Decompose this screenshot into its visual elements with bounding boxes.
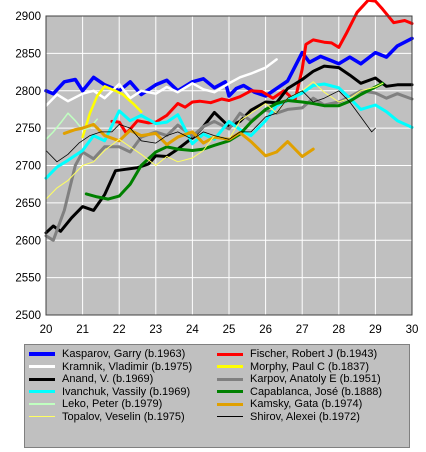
legend-label: Leko, Peter (b.1979): [62, 398, 163, 411]
x-tick-label: 21: [76, 324, 89, 336]
y-tick-label: 2600: [15, 235, 41, 247]
series-line-0: [44, 36, 414, 98]
y-tick-label: 2700: [15, 161, 41, 173]
legend-swatch: [29, 365, 55, 369]
y-tick-label: 2650: [15, 198, 41, 210]
legend-label: Kasparov, Garry (b.1963): [62, 348, 186, 361]
legend-swatch: [29, 390, 55, 394]
x-tick-label: 29: [369, 324, 382, 336]
legend-item: Anand, V. (b.1969): [29, 373, 215, 386]
legend-item: Ivanchuk, Vassily (b.1969): [29, 386, 215, 399]
legend-label: Kamsky, Gata (b.1974): [250, 398, 363, 411]
x-tick-label: 20: [40, 324, 53, 336]
series-line-8: [45, 112, 98, 141]
y-tick-label: 2550: [15, 273, 41, 285]
series-line-11: [45, 90, 376, 163]
y-tick-label: 2850: [15, 48, 41, 60]
y-tick-label: 2750: [15, 123, 41, 135]
legend-item: Kasparov, Garry (b.1963): [29, 348, 215, 361]
legend-item: Kramnik, Vladimir (b.1975): [29, 361, 215, 374]
legend-item: Capablanca, José (b.1888): [217, 386, 403, 399]
series-line-3: [81, 85, 143, 139]
legend-swatch: [217, 390, 243, 394]
x-tick-label: 24: [186, 324, 199, 336]
legend-label: Shirov, Alexei (b.1972): [250, 410, 360, 423]
x-tick-label: 27: [296, 324, 309, 336]
series-lines: [44, 0, 414, 242]
legend-item: Shirov, Alexei (b.1972): [217, 411, 403, 424]
series-line-1: [110, 0, 414, 135]
series-line-2: [44, 58, 278, 107]
legend-swatch: [217, 416, 243, 418]
x-tick-label: 25: [223, 324, 236, 336]
legend-swatch: [217, 377, 243, 381]
plot-frame: [45, 15, 413, 316]
legend-item: Kamsky, Gata (b.1974): [217, 398, 403, 411]
series-line-4: [44, 64, 414, 235]
legend-swatch: [29, 377, 55, 381]
y-tick-label: 2800: [15, 86, 41, 98]
legend-item: Karpov, Anatoly E (b.1951): [217, 373, 403, 386]
x-tick-label: 30: [406, 324, 419, 336]
legend-label: Fischer, Robert J (b.1943): [250, 348, 378, 361]
legend-swatch: [217, 352, 243, 356]
legend-item: Morphy, Paul C (b.1837): [217, 361, 403, 374]
x-axis-ticks: 20 21 22 23 24 25 26 27 28 29 30: [40, 324, 419, 336]
legend-swatch: [29, 352, 55, 357]
x-tick-label: 26: [259, 324, 272, 336]
x-tick-label: 23: [149, 324, 162, 336]
x-tick-label: 22: [113, 324, 126, 336]
legend-label: Anand, V. (b.1969): [62, 373, 154, 386]
series-line-9: [62, 122, 315, 158]
y-axis-ticks: 2500 2550 2600 2650 2700 2750 2800 2850 2900: [15, 11, 41, 322]
legend-label: Kramnik, Vladimir (b.1975): [62, 360, 193, 373]
legend-swatch: [217, 402, 243, 406]
legend-item: Leko, Peter (b.1979): [29, 398, 215, 411]
legend-item: Topalov, Veselin (b.1975): [29, 411, 215, 424]
legend-label: Capablanca, José (b.1888): [250, 385, 383, 398]
legend-label: Topalov, Veselin (b.1975): [62, 410, 185, 423]
legend: Kasparov, Garry (b.1963) Fischer, Robert …: [24, 344, 410, 448]
x-tick-label: 28: [332, 324, 345, 336]
legend-swatch: [29, 403, 55, 406]
legend-label: Morphy, Paul C (b.1837): [250, 360, 370, 373]
y-tick-label: 2900: [15, 11, 41, 23]
legend-item: Fischer, Robert J (b.1943): [217, 348, 403, 361]
y-tick-label: 2500: [15, 310, 41, 322]
legend-label: Ivanchuk, Vassily (b.1969): [62, 385, 191, 398]
legend-swatch: [217, 365, 243, 369]
legend-label: Karpov, Anatoly E (b.1951): [250, 373, 381, 386]
legend-swatch: [29, 416, 55, 418]
